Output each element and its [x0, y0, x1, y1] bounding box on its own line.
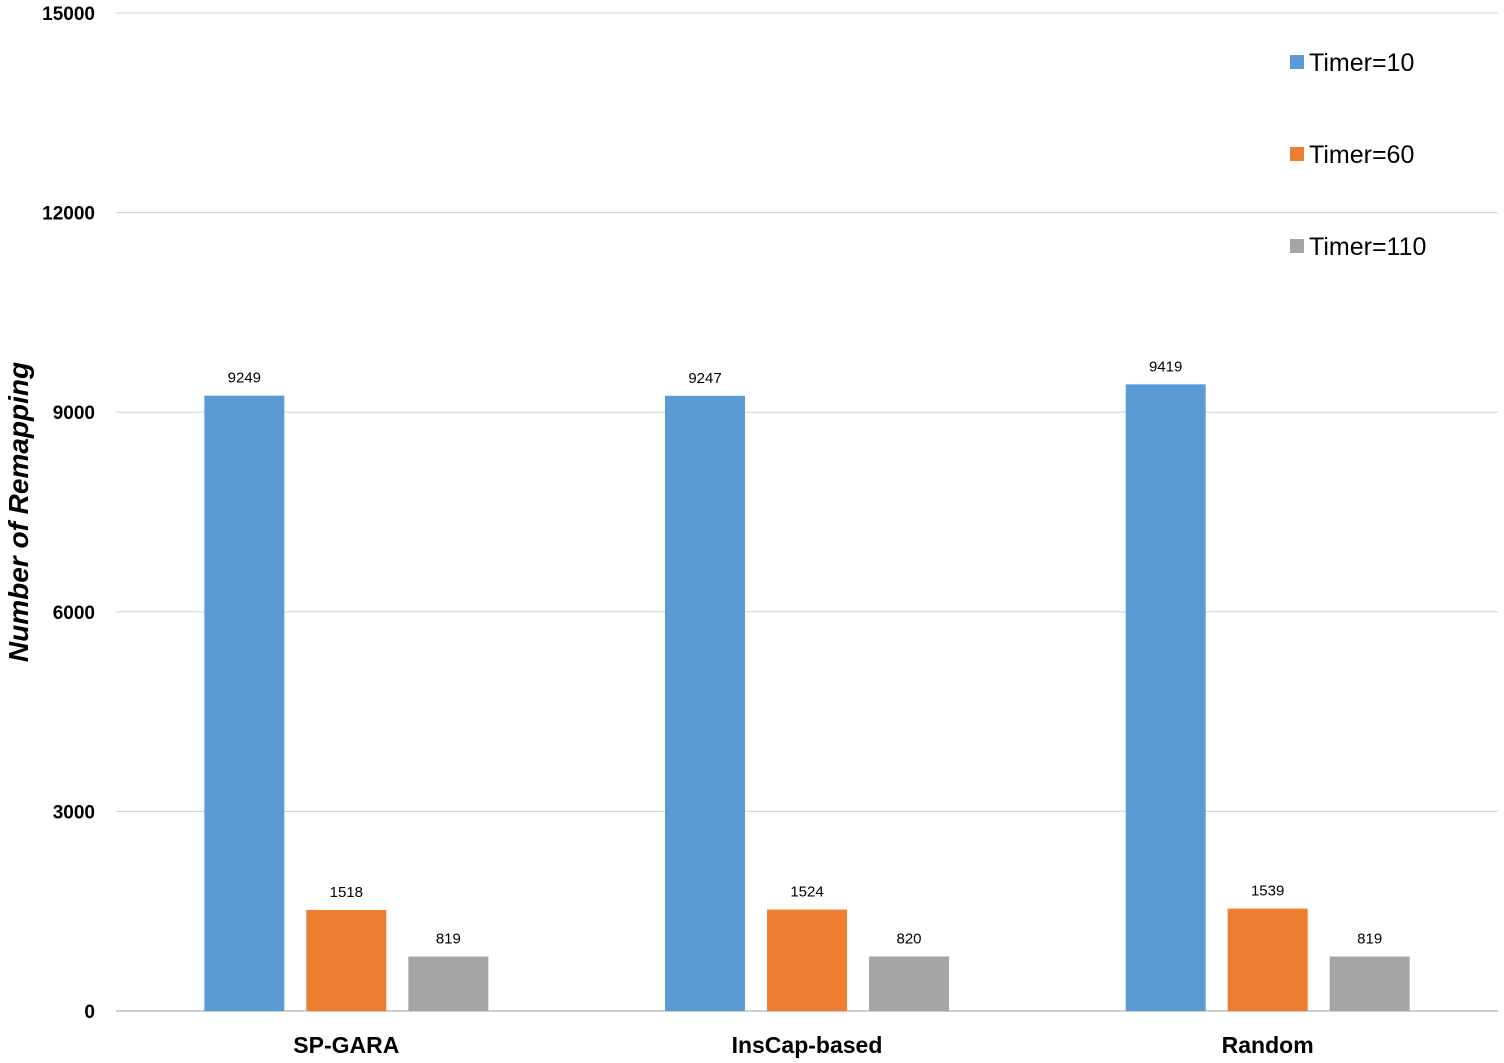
y-tick-label: 0 — [84, 1002, 95, 1023]
bar — [767, 909, 847, 1011]
x-category-label: Random — [1222, 1032, 1314, 1058]
legend: Timer=10 Timer=60 Timer=110 — [1290, 49, 1426, 261]
legend-swatch — [1290, 147, 1304, 161]
y-tick-label: 12000 — [42, 204, 95, 225]
data-label: 820 — [896, 930, 921, 947]
data-label: 1518 — [330, 884, 363, 901]
data-label: 1539 — [1251, 883, 1284, 900]
bar — [204, 395, 285, 1012]
bar — [869, 956, 949, 1011]
bar — [1227, 908, 1308, 1011]
bar — [408, 956, 489, 1011]
bar — [1125, 384, 1206, 1012]
data-label: 1524 — [790, 884, 823, 901]
legend-label: Timer=10 — [1309, 49, 1414, 77]
y-tick-label: 3000 — [53, 802, 95, 823]
y-axis-label: Number of Remapping — [3, 362, 34, 662]
x-axis-categories: SP-GARA InsCap-based Random — [293, 1032, 1313, 1058]
data-label: 9249 — [228, 370, 261, 387]
y-tick-label: 6000 — [53, 603, 95, 624]
gridlines — [116, 12, 1498, 1012]
legend-label: Timer=110 — [1309, 233, 1426, 261]
y-tick-label: 15000 — [42, 4, 95, 25]
data-label: 9247 — [688, 370, 721, 387]
data-label: 9419 — [1149, 358, 1182, 375]
y-tick-label: 9000 — [53, 403, 95, 424]
data-label: 819 — [1357, 931, 1382, 948]
bar — [1329, 956, 1410, 1011]
legend-swatch — [1290, 55, 1304, 69]
legend-swatch — [1290, 239, 1304, 253]
bar — [665, 395, 745, 1012]
x-category-label: InsCap-based — [732, 1032, 883, 1058]
data-label: 819 — [436, 931, 461, 948]
bars — [204, 384, 1410, 1012]
y-axis-ticks: 0 3000 6000 9000 12000 15000 — [42, 4, 95, 1023]
data-labels: 9249 1518 819 9247 1524 820 9419 1539 819 — [228, 358, 1383, 947]
bar — [306, 910, 387, 1011]
legend-label: Timer=60 — [1309, 141, 1414, 169]
x-category-label: SP-GARA — [293, 1032, 399, 1058]
